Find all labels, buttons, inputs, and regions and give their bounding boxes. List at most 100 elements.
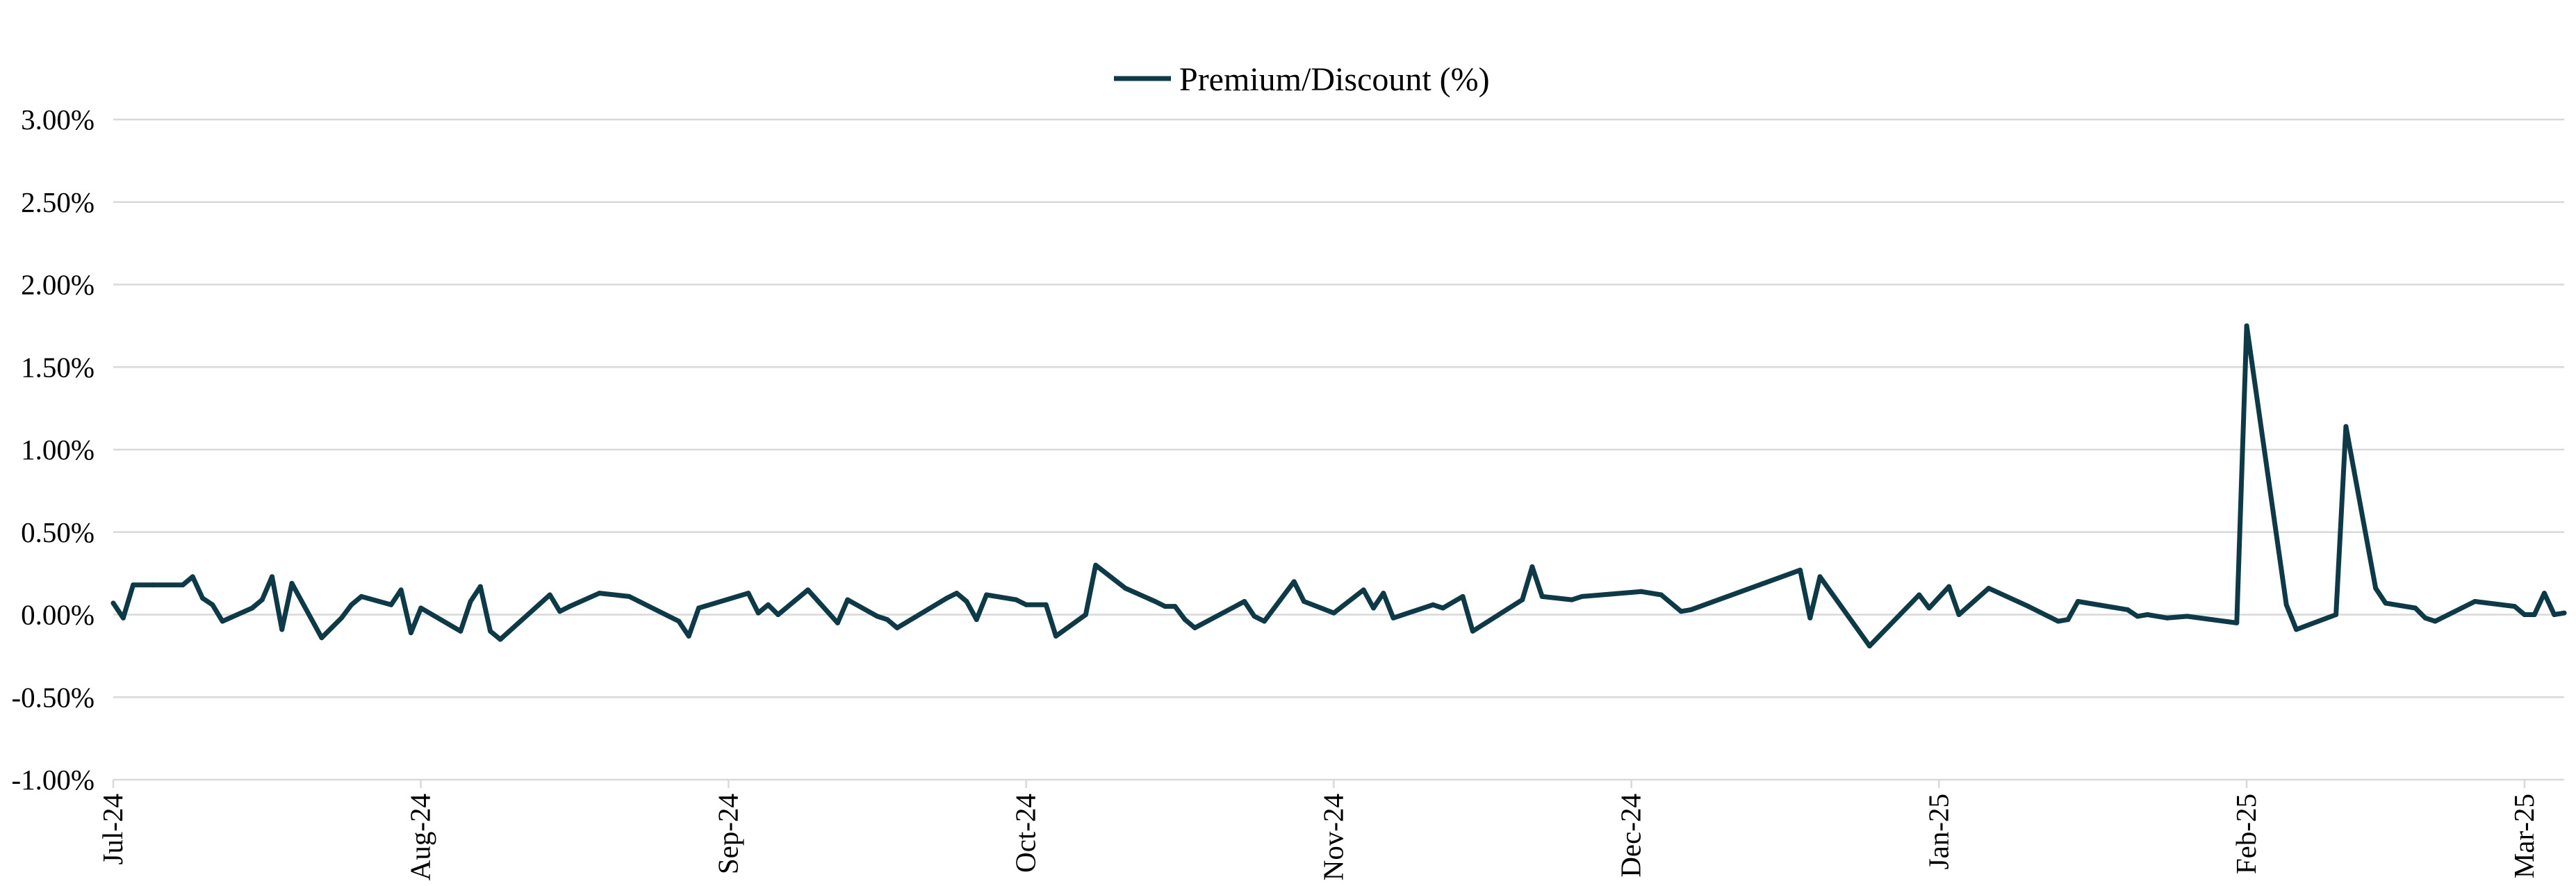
data-point (597, 591, 602, 596)
y-tick-label: -1.00% (11, 764, 95, 796)
data-point (2165, 615, 2170, 621)
data-point (388, 602, 394, 607)
x-tick-label: Aug-24 (404, 794, 436, 880)
data-point (845, 597, 851, 602)
data-point (637, 599, 642, 604)
data-point (776, 612, 781, 617)
data-point (2294, 627, 2299, 632)
data-point (2144, 612, 2150, 617)
data-point (1430, 602, 1436, 607)
data-point (408, 630, 413, 636)
x-tick-label: Jan-25 (1922, 794, 1954, 869)
data-point (468, 599, 473, 604)
data-point (2472, 599, 2477, 604)
data-point (1817, 574, 1823, 580)
data-point (398, 587, 404, 593)
data-point (1083, 612, 1088, 617)
data-point (120, 615, 126, 621)
data-point (2333, 612, 2339, 617)
data-point (1371, 605, 1376, 611)
data-point (338, 615, 344, 621)
data-point (210, 602, 215, 607)
data-point (2125, 607, 2131, 612)
y-axis-labels: -1.00% -0.50% 0.00% 0.50% 1.00% 1.50% 2.00% 2.5… (11, 104, 95, 796)
data-point (974, 617, 979, 623)
data-point (1172, 604, 1178, 609)
data-point (2512, 604, 2518, 609)
data-point (1798, 567, 1803, 573)
data-point (1917, 592, 1922, 598)
x-tick-label: Oct-24 (1010, 794, 1042, 873)
data-point (2065, 617, 2071, 623)
data-point (2561, 610, 2567, 616)
data-point (964, 599, 969, 604)
data-point (755, 610, 761, 616)
data-point (894, 625, 900, 630)
y-tick-label: 1.00% (21, 434, 95, 466)
data-point (1946, 584, 1952, 589)
y-tick-label: 2.00% (21, 269, 95, 301)
data-point (488, 628, 493, 634)
data-point (458, 628, 463, 634)
data-point (1291, 579, 1297, 584)
data-point (2075, 599, 2081, 604)
data-point (2373, 586, 2379, 591)
data-point (885, 617, 890, 623)
y-tick-label: 0.50% (21, 516, 95, 548)
data-point (1182, 617, 1188, 623)
data-point (2135, 614, 2140, 619)
data-point (270, 574, 274, 580)
data-point (2343, 424, 2349, 429)
data-point (418, 605, 424, 611)
data-point (1331, 610, 1336, 616)
data-point (2413, 605, 2418, 611)
data-point (2541, 591, 2547, 596)
data-point (1252, 614, 1257, 619)
data-point (1361, 587, 1366, 593)
data-point (1867, 643, 1872, 649)
data-point (1678, 609, 1684, 614)
data-point (1688, 607, 1693, 612)
data-point (279, 627, 285, 632)
data-point (557, 609, 563, 614)
x-tick-label: Jul-24 (97, 794, 129, 865)
data-point (220, 618, 225, 624)
data-point (1460, 593, 1466, 599)
data-point (1381, 591, 1386, 596)
x-tick-label: Feb-25 (2230, 794, 2262, 874)
data-point (2056, 618, 2061, 624)
data-point (805, 587, 811, 593)
data-point (1807, 615, 1813, 621)
data-point (110, 600, 116, 606)
data-point (1043, 602, 1049, 607)
data-point (686, 633, 691, 639)
data-point (627, 593, 632, 599)
data-point (1024, 602, 1029, 607)
data-point (131, 582, 136, 588)
data-point (1390, 615, 1396, 621)
data-point (1242, 599, 1247, 604)
data-point (349, 602, 354, 607)
data-point (1926, 605, 1932, 611)
data-point (547, 592, 552, 598)
data-point (1152, 599, 1158, 604)
data-point (498, 637, 503, 642)
chart-legend: Premium/Discount (%) (1114, 61, 1490, 98)
data-point (875, 614, 880, 619)
data-point (2422, 615, 2428, 621)
series-line-premium-discount (110, 323, 2567, 649)
data-point (1192, 625, 1197, 630)
data-point (2283, 602, 2289, 607)
data-point (200, 596, 205, 601)
data-point (1440, 605, 1445, 611)
data-point (666, 614, 672, 619)
data-point (1539, 593, 1545, 599)
plot-area (110, 323, 2567, 649)
data-point (477, 584, 483, 589)
data-point (2234, 620, 2240, 625)
x-axis: Jul-24 Aug-24 Sep-24 Oct-24 Nov-24 Dec-24 Jan-… (97, 778, 2564, 880)
data-point (765, 602, 771, 607)
data-point (954, 591, 960, 596)
y-tick-label: 0.00% (21, 599, 95, 631)
